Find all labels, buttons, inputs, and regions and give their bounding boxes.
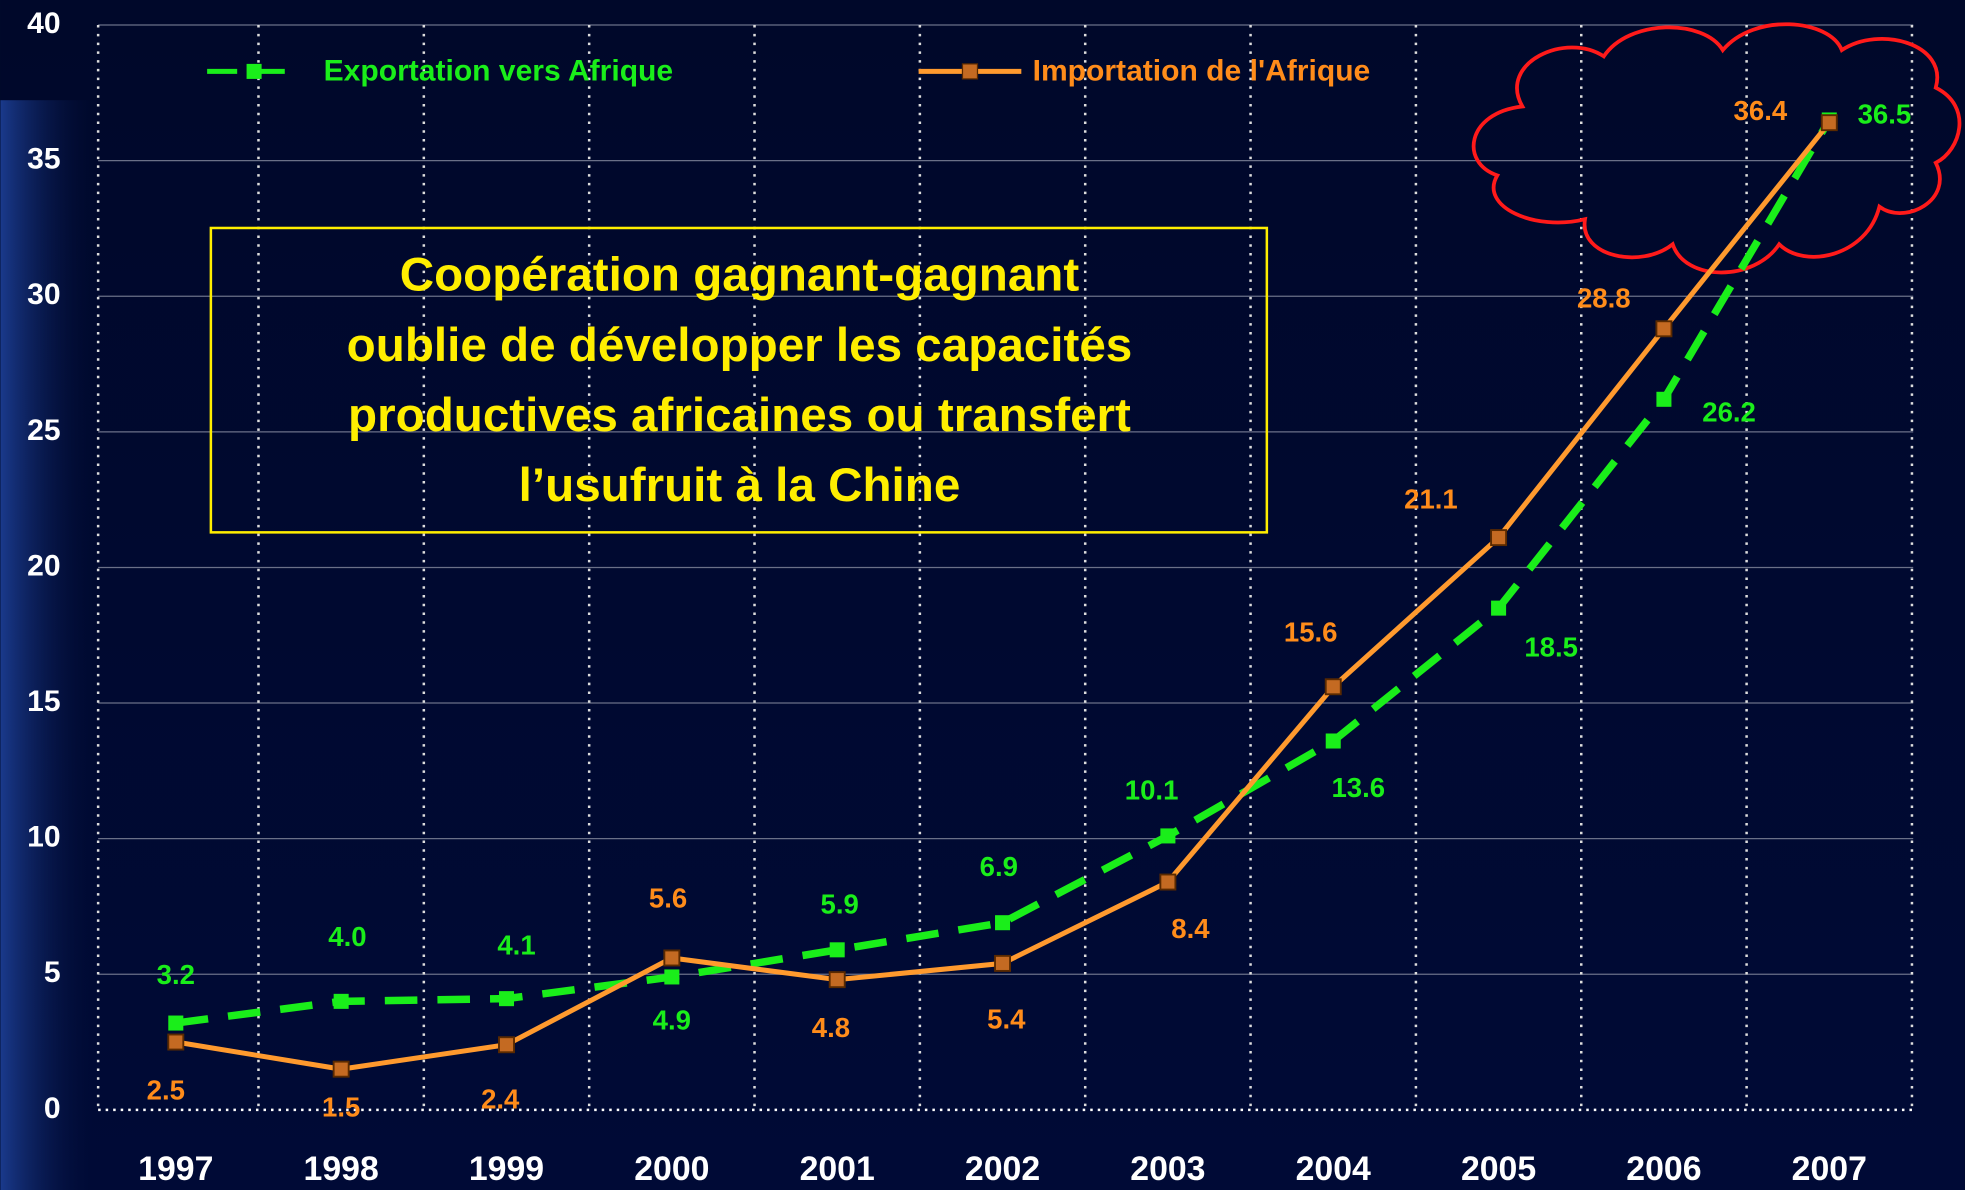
marker bbox=[828, 971, 846, 989]
marker bbox=[664, 969, 680, 985]
data-label: 5.4 bbox=[987, 1003, 1026, 1034]
x-tick-label: 2004 bbox=[1296, 1150, 1371, 1188]
data-label: 5.9 bbox=[821, 888, 859, 919]
data-label: 36.4 bbox=[1734, 95, 1788, 126]
y-tick-label: 0 bbox=[44, 1092, 61, 1125]
data-label: 8.4 bbox=[1171, 913, 1210, 944]
x-tick-label: 1999 bbox=[469, 1150, 544, 1188]
data-label: 4.1 bbox=[497, 930, 535, 961]
marker bbox=[829, 942, 845, 958]
marker bbox=[663, 949, 681, 967]
data-label: 28.8 bbox=[1577, 282, 1631, 313]
marker bbox=[1160, 828, 1176, 844]
x-tick-label: 2000 bbox=[634, 1150, 709, 1188]
marker bbox=[1490, 529, 1508, 547]
y-tick-label: 10 bbox=[27, 821, 60, 854]
y-tick-label: 15 bbox=[27, 685, 60, 718]
marker bbox=[1491, 600, 1507, 616]
legend-marker bbox=[961, 63, 979, 80]
x-tick-label: 2003 bbox=[1130, 1150, 1205, 1188]
x-tick-label: 1998 bbox=[304, 1150, 379, 1188]
annotation-text: oublie de développer les capacités bbox=[347, 319, 1133, 372]
y-tick-label: 20 bbox=[27, 549, 60, 582]
marker bbox=[994, 954, 1011, 972]
x-tick-label: 2001 bbox=[800, 1150, 875, 1188]
x-tick-label: 2002 bbox=[965, 1150, 1040, 1188]
data-label: 5.6 bbox=[649, 883, 687, 914]
legend-label: Importation de l'Afrique bbox=[1033, 55, 1371, 88]
legend-label: Exportation vers Afrique bbox=[324, 55, 674, 88]
marker bbox=[1324, 678, 1342, 696]
marker bbox=[995, 915, 1011, 931]
marker bbox=[498, 991, 515, 1007]
data-label: 26.2 bbox=[1702, 397, 1756, 428]
series-line bbox=[175, 118, 1833, 1027]
marker bbox=[333, 993, 349, 1009]
data-label: 13.6 bbox=[1331, 772, 1385, 803]
data-label: 15.6 bbox=[1284, 616, 1338, 647]
data-label: 4.9 bbox=[653, 1004, 691, 1035]
data-label: 21.1 bbox=[1404, 484, 1458, 515]
data-label: 6.9 bbox=[980, 851, 1018, 882]
y-tick-label: 40 bbox=[27, 7, 60, 40]
x-tick-label: 2005 bbox=[1461, 1150, 1536, 1188]
annotation-text: l’usufruit à la Chine bbox=[519, 459, 961, 512]
marker bbox=[167, 1033, 185, 1051]
y-tick-label: 35 bbox=[27, 143, 60, 176]
marker bbox=[1159, 873, 1177, 891]
data-label: 4.0 bbox=[328, 921, 366, 952]
data-label: 1.5 bbox=[322, 1092, 360, 1123]
data-label: 2.4 bbox=[481, 1083, 520, 1114]
y-tick-label: 5 bbox=[44, 956, 61, 989]
marker bbox=[498, 1036, 515, 1054]
annotation-text: productives africaines ou transfert bbox=[348, 389, 1131, 442]
legend-marker bbox=[246, 63, 262, 79]
data-label: 3.2 bbox=[157, 959, 195, 990]
y-tick-label: 25 bbox=[27, 414, 60, 447]
x-tick-label: 1997 bbox=[138, 1150, 213, 1188]
data-label: 4.8 bbox=[812, 1012, 850, 1043]
side-band bbox=[0, 100, 101, 1190]
marker bbox=[1656, 391, 1672, 407]
annotation-text: Coopération gagnant-gagnant bbox=[400, 249, 1080, 302]
annotation-box bbox=[209, 226, 1269, 534]
x-tick-label: 2006 bbox=[1626, 1150, 1701, 1188]
marker bbox=[1820, 114, 1838, 132]
cloud bbox=[1471, 22, 1962, 275]
marker bbox=[332, 1060, 350, 1078]
data-label: 36.5 bbox=[1858, 98, 1912, 129]
x-tick-label: 2007 bbox=[1792, 1150, 1867, 1188]
marker bbox=[168, 1015, 184, 1031]
data-label: 2.5 bbox=[147, 1074, 185, 1105]
data-label: 18.5 bbox=[1524, 632, 1578, 663]
data-label: 10.1 bbox=[1125, 774, 1179, 805]
y-tick-label: 30 bbox=[27, 278, 60, 311]
marker bbox=[1655, 320, 1673, 338]
marker bbox=[1325, 733, 1341, 749]
